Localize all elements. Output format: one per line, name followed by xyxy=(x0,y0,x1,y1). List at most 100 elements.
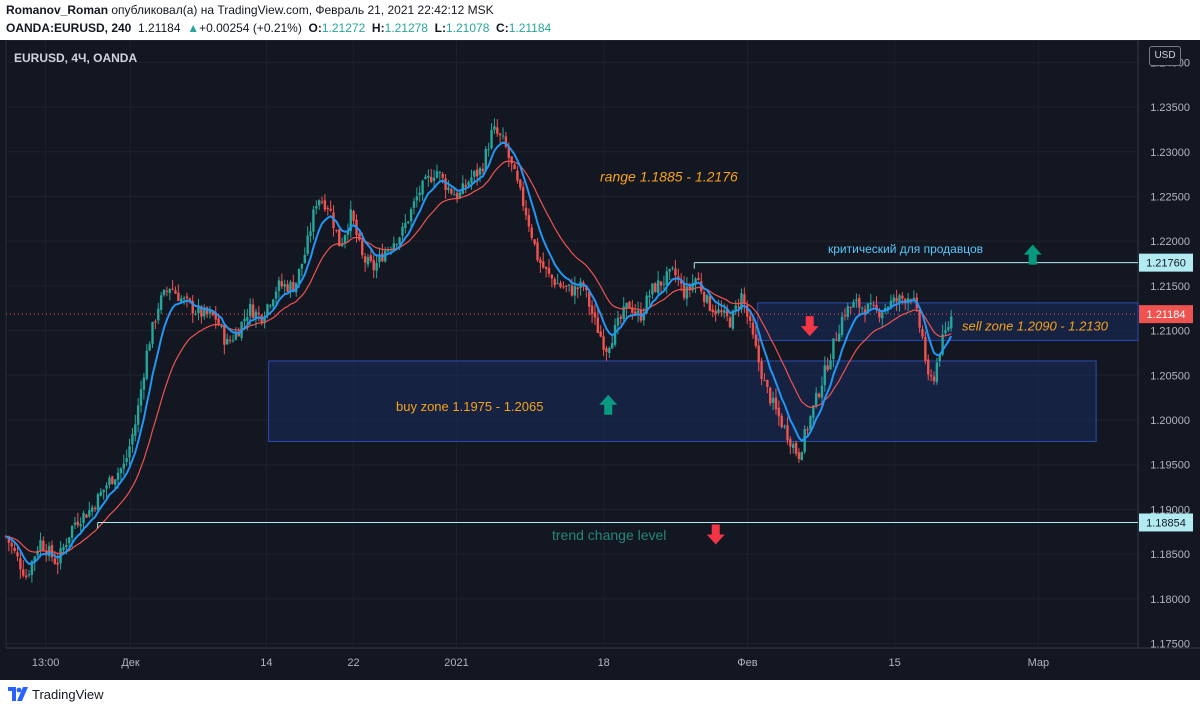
chart-background xyxy=(0,40,1200,680)
candle-body xyxy=(550,274,554,279)
candle-body xyxy=(139,389,143,406)
candle-body xyxy=(424,176,427,179)
y-tick-label: 1.22500 xyxy=(1150,191,1190,203)
candle-body xyxy=(829,360,832,370)
y-tick-label: 1.23000 xyxy=(1150,147,1190,159)
candle-body xyxy=(496,127,499,134)
candle-body xyxy=(205,307,209,315)
candle-body xyxy=(251,304,255,319)
candle-body xyxy=(932,376,936,382)
candle-body xyxy=(691,283,694,291)
candle-body xyxy=(665,271,668,285)
candle-body xyxy=(438,172,442,174)
candle-body xyxy=(539,259,542,264)
x-tick-label: 22 xyxy=(347,657,359,669)
candle-body xyxy=(611,343,614,349)
candle-body xyxy=(645,295,648,314)
candle-body xyxy=(214,313,217,320)
y-tick-label: 1.21000 xyxy=(1150,326,1190,338)
trend-change-level-label: 1.18854 xyxy=(1146,517,1186,529)
candle-body xyxy=(585,286,588,290)
candle-body xyxy=(395,244,398,246)
candle-body xyxy=(631,307,634,313)
candle-body xyxy=(203,307,206,317)
candle-body xyxy=(320,201,324,203)
ema-slow-line xyxy=(5,160,952,555)
candle-body xyxy=(352,211,355,221)
candle-body xyxy=(878,311,881,318)
candle-body xyxy=(593,312,597,318)
candle-body xyxy=(794,442,798,454)
critical-annotation: критический для продавцов xyxy=(828,242,983,256)
candle-body xyxy=(263,316,266,324)
candle-body xyxy=(533,239,536,244)
candle-body xyxy=(602,336,605,350)
tradingview-logo-icon[interactable] xyxy=(8,687,28,701)
candle-body xyxy=(62,546,65,551)
candle-body xyxy=(938,354,941,362)
candle-body xyxy=(289,281,292,291)
candle-body xyxy=(7,536,11,543)
candle-body xyxy=(13,547,16,552)
ema-fast-line xyxy=(5,141,953,565)
ohlc-info: OANDA:EURUSD, 240 1.21184 ▲+0.00254 (+0.… xyxy=(6,21,551,35)
candle-body xyxy=(312,209,315,232)
candle-body xyxy=(151,322,154,345)
candle-body xyxy=(194,313,197,315)
candle-body xyxy=(73,522,77,525)
arrow-up-buy-icon xyxy=(599,394,618,415)
candle-body xyxy=(702,292,706,302)
x-tick-label: Фев xyxy=(737,657,757,669)
candle-body xyxy=(881,312,884,319)
y-tick-label: 1.17500 xyxy=(1150,639,1190,651)
candle-body xyxy=(654,283,657,293)
candle-body xyxy=(180,298,183,302)
candle-body xyxy=(786,425,789,441)
candle-body xyxy=(409,209,413,222)
candle-body xyxy=(99,491,103,496)
candle-body xyxy=(254,311,258,319)
candle-body xyxy=(921,328,924,337)
candle-body xyxy=(556,283,559,285)
candle-body xyxy=(16,552,19,557)
publish-info: Romanov_Roman опубликовал(а) на TradingV… xyxy=(6,3,494,17)
candle-body xyxy=(570,285,574,296)
current-price-label: 1.21184 xyxy=(1147,309,1186,321)
candle-body xyxy=(809,416,812,430)
candle-body xyxy=(950,316,953,329)
critical-level-tag xyxy=(1139,253,1193,272)
candle-body xyxy=(349,209,352,232)
candle-body xyxy=(19,558,22,570)
x-tick-label: Мар xyxy=(1028,657,1050,669)
candle-body xyxy=(757,345,760,363)
candle-body xyxy=(45,550,48,556)
candle-body xyxy=(789,439,792,447)
candle-body xyxy=(343,235,347,244)
candle-body xyxy=(82,512,85,523)
price-chart[interactable]: 1.17500 1.18000 1.18500 1.19000 1.19500 1.200… xyxy=(0,40,1200,680)
candle-body xyxy=(484,148,487,171)
candle-body xyxy=(685,286,689,299)
candle-body xyxy=(694,278,697,285)
candle-body xyxy=(332,212,335,229)
author-name[interactable]: Romanov_Roman xyxy=(6,3,109,17)
candle-body xyxy=(79,524,82,527)
candle-body xyxy=(576,287,579,290)
x-tick-label: 18 xyxy=(598,657,610,669)
candle-body xyxy=(154,321,157,323)
candle-body xyxy=(168,288,171,293)
candle-body xyxy=(96,494,100,511)
symbol-label: OANDA:EURUSD, 240 xyxy=(6,21,132,35)
candle-body xyxy=(134,424,137,436)
candle-body xyxy=(728,317,732,328)
candle-body xyxy=(24,575,28,578)
candle-body xyxy=(740,293,743,310)
candle-body xyxy=(90,507,94,512)
currency-button[interactable]: USD xyxy=(1149,46,1181,66)
candle-body xyxy=(231,340,235,342)
candle-body xyxy=(944,330,947,334)
tradingview-brand[interactable]: TradingView xyxy=(32,687,104,702)
candle-body xyxy=(498,133,502,136)
candle-body xyxy=(246,317,249,321)
candle-body xyxy=(392,243,396,251)
